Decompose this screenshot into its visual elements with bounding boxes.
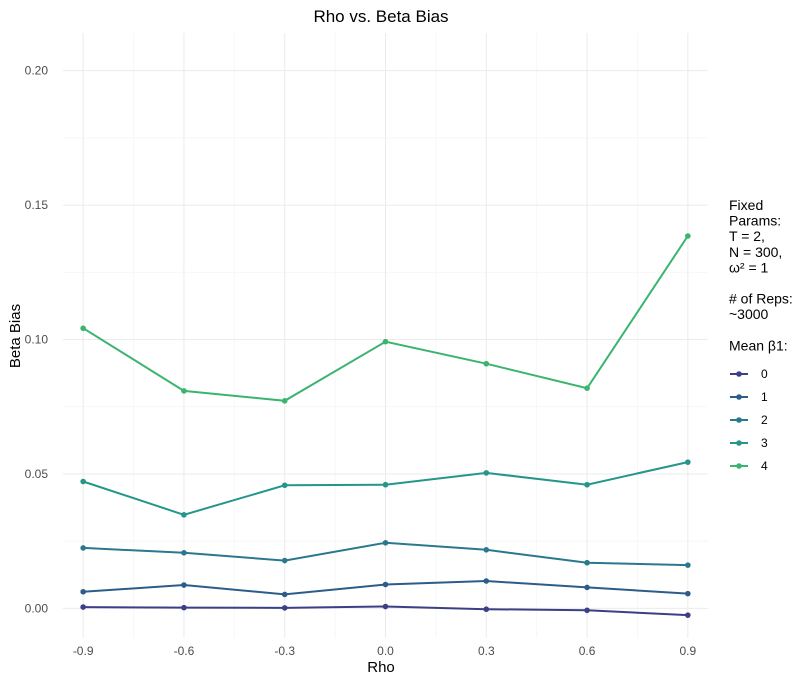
legend-note: # of Reps: xyxy=(729,291,793,307)
data-point xyxy=(584,584,590,591)
data-point xyxy=(685,562,691,568)
x-axis-ticks: -0.9 -0.6 -0.3 0.0 0.3 0.6 0.9 xyxy=(73,644,697,658)
data-point xyxy=(382,581,389,588)
data-point xyxy=(181,512,187,518)
series-1 xyxy=(80,578,691,598)
grid xyxy=(63,33,708,638)
data-point xyxy=(80,545,86,551)
data-point xyxy=(80,588,86,595)
data-point xyxy=(181,604,187,611)
legend-note: N = 300, xyxy=(729,244,782,260)
data-point xyxy=(181,549,187,556)
data-point xyxy=(685,612,691,618)
y-tick-label: 0.10 xyxy=(25,333,49,347)
legend-note: T = 2, xyxy=(729,228,765,244)
data-point xyxy=(382,338,389,345)
data-point xyxy=(281,605,288,611)
legend-note: Fixed xyxy=(729,197,763,213)
data-point xyxy=(382,540,389,546)
series-2 xyxy=(80,540,691,568)
legend-note: ω² = 1 xyxy=(729,259,769,275)
x-tick-label: 0.0 xyxy=(377,644,394,658)
y-tick-label: 0.00 xyxy=(25,601,49,615)
data-point xyxy=(281,591,288,598)
data-point xyxy=(483,606,490,613)
legend-note: Mean β1: xyxy=(729,337,788,353)
data-point xyxy=(181,582,187,588)
legend-note: Params: xyxy=(729,213,781,229)
legend-key-point xyxy=(736,417,742,423)
y-tick-label: 0.20 xyxy=(25,64,49,78)
y-axis-title: Beta Bias xyxy=(7,304,24,368)
data-point xyxy=(80,325,86,332)
chart-title: Rho vs. Beta Bias xyxy=(313,7,448,26)
y-tick-label: 0.05 xyxy=(25,467,49,481)
legend-label: 4 xyxy=(761,459,768,473)
x-tick-label: 0.9 xyxy=(680,644,697,658)
x-tick-label: -0.3 xyxy=(274,644,295,658)
x-tick-label: -0.6 xyxy=(174,644,195,658)
legend-key-point xyxy=(736,463,742,469)
y-tick-label: 0.15 xyxy=(25,198,49,212)
data-point xyxy=(281,482,288,489)
data-point xyxy=(80,478,86,485)
data-point xyxy=(685,459,691,465)
legend-note: ~3000 xyxy=(729,306,769,322)
data-point xyxy=(281,398,288,404)
x-tick-label: -0.9 xyxy=(73,644,94,658)
data-point xyxy=(584,559,590,566)
data-point xyxy=(483,360,490,367)
data-point xyxy=(584,385,590,392)
data-point xyxy=(483,470,490,476)
data-point xyxy=(584,607,590,614)
legend-label: 0 xyxy=(761,367,768,381)
legend-label: 2 xyxy=(761,413,768,427)
legend-key-point xyxy=(736,394,742,400)
data-point xyxy=(382,481,389,488)
legend-key-point xyxy=(736,440,742,446)
series-4 xyxy=(80,233,691,404)
x-tick-label: 0.6 xyxy=(579,644,596,658)
data-point xyxy=(382,603,389,610)
data-point xyxy=(483,578,490,584)
data-point xyxy=(685,590,691,597)
x-axis-title: Rho xyxy=(367,659,395,676)
data-point xyxy=(685,233,691,239)
legend-label: 3 xyxy=(761,436,768,450)
series-layer xyxy=(80,233,691,618)
series-3 xyxy=(80,459,691,518)
data-point xyxy=(80,604,86,610)
data-point xyxy=(181,388,187,394)
legend-key-point xyxy=(736,371,742,377)
legend-label: 1 xyxy=(761,390,768,404)
y-axis-ticks: 0.00 0.05 0.10 0.15 0.20 xyxy=(25,64,49,616)
x-tick-label: 0.3 xyxy=(478,644,495,658)
data-point xyxy=(584,481,590,488)
series-0 xyxy=(80,603,691,618)
data-point xyxy=(281,557,288,564)
data-point xyxy=(483,547,490,553)
